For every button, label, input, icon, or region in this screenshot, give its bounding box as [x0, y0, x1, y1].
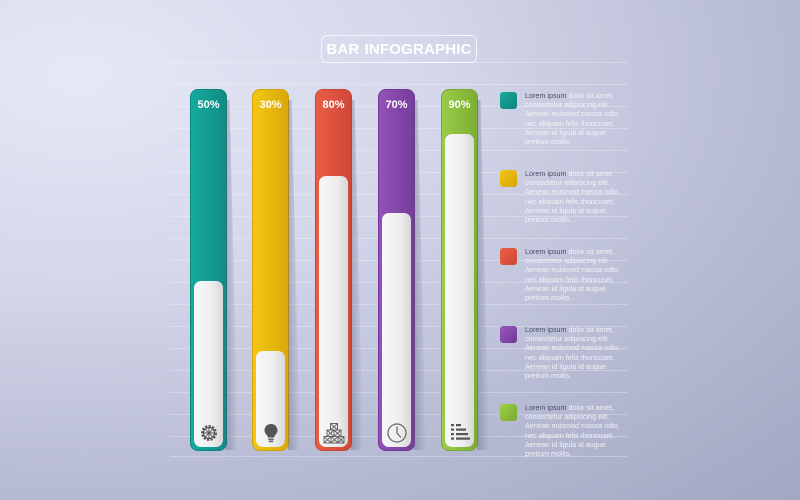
- bar-fill: [319, 176, 348, 447]
- legend-text: Lorem ipsum dolor sit amet, consectetur …: [525, 91, 620, 147]
- bar-percentage: 90%: [448, 99, 471, 111]
- gear-icon: [200, 425, 217, 441]
- bar-shadow: [414, 100, 426, 450]
- bar-fill: [382, 213, 411, 447]
- bar-shadow: [288, 100, 300, 450]
- bar-shadow: [226, 100, 238, 450]
- bar-percentage: 80%: [322, 99, 345, 111]
- bar-green: 90%: [441, 89, 489, 451]
- legend-swatch: [500, 92, 517, 109]
- legend-text: Lorem ipsum dolor sit amet, consectetur …: [525, 325, 620, 381]
- legend-text: Lorem ipsum dolor sit amet, consectetur …: [525, 247, 620, 303]
- bar-purple: 70%: [378, 89, 426, 451]
- bar-fill: [194, 281, 223, 447]
- bar-red: 80%: [315, 89, 363, 451]
- bar-yellow: 30%: [252, 89, 300, 451]
- clock-icon: [386, 423, 407, 443]
- title-rest: INFOGRAPHIC: [364, 40, 472, 58]
- legend-swatch: [500, 248, 517, 265]
- bar-percentage: 30%: [259, 99, 282, 111]
- list-icon: [450, 424, 470, 440]
- bar-fill: [445, 134, 474, 447]
- bar-teal: 50%: [190, 89, 238, 451]
- boxes-icon: [323, 423, 344, 444]
- bar-percentage: 70%: [385, 99, 408, 111]
- bar-percentage: 50%: [197, 99, 220, 111]
- legend-text: Lorem ipsum dolor sit amet, consectetur …: [525, 403, 620, 459]
- legend-swatch: [500, 404, 517, 421]
- chart-title: BAR INFOGRAPHIC: [321, 35, 477, 63]
- legend-swatch: [500, 170, 517, 187]
- legend-text: Lorem ipsum dolor sit amet, consectetur …: [525, 169, 620, 225]
- bar-shadow: [351, 100, 363, 450]
- title-bold: BAR: [326, 40, 360, 58]
- bar-shadow: [477, 100, 489, 450]
- lightbulb-icon: [264, 424, 277, 443]
- legend-swatch: [500, 326, 517, 343]
